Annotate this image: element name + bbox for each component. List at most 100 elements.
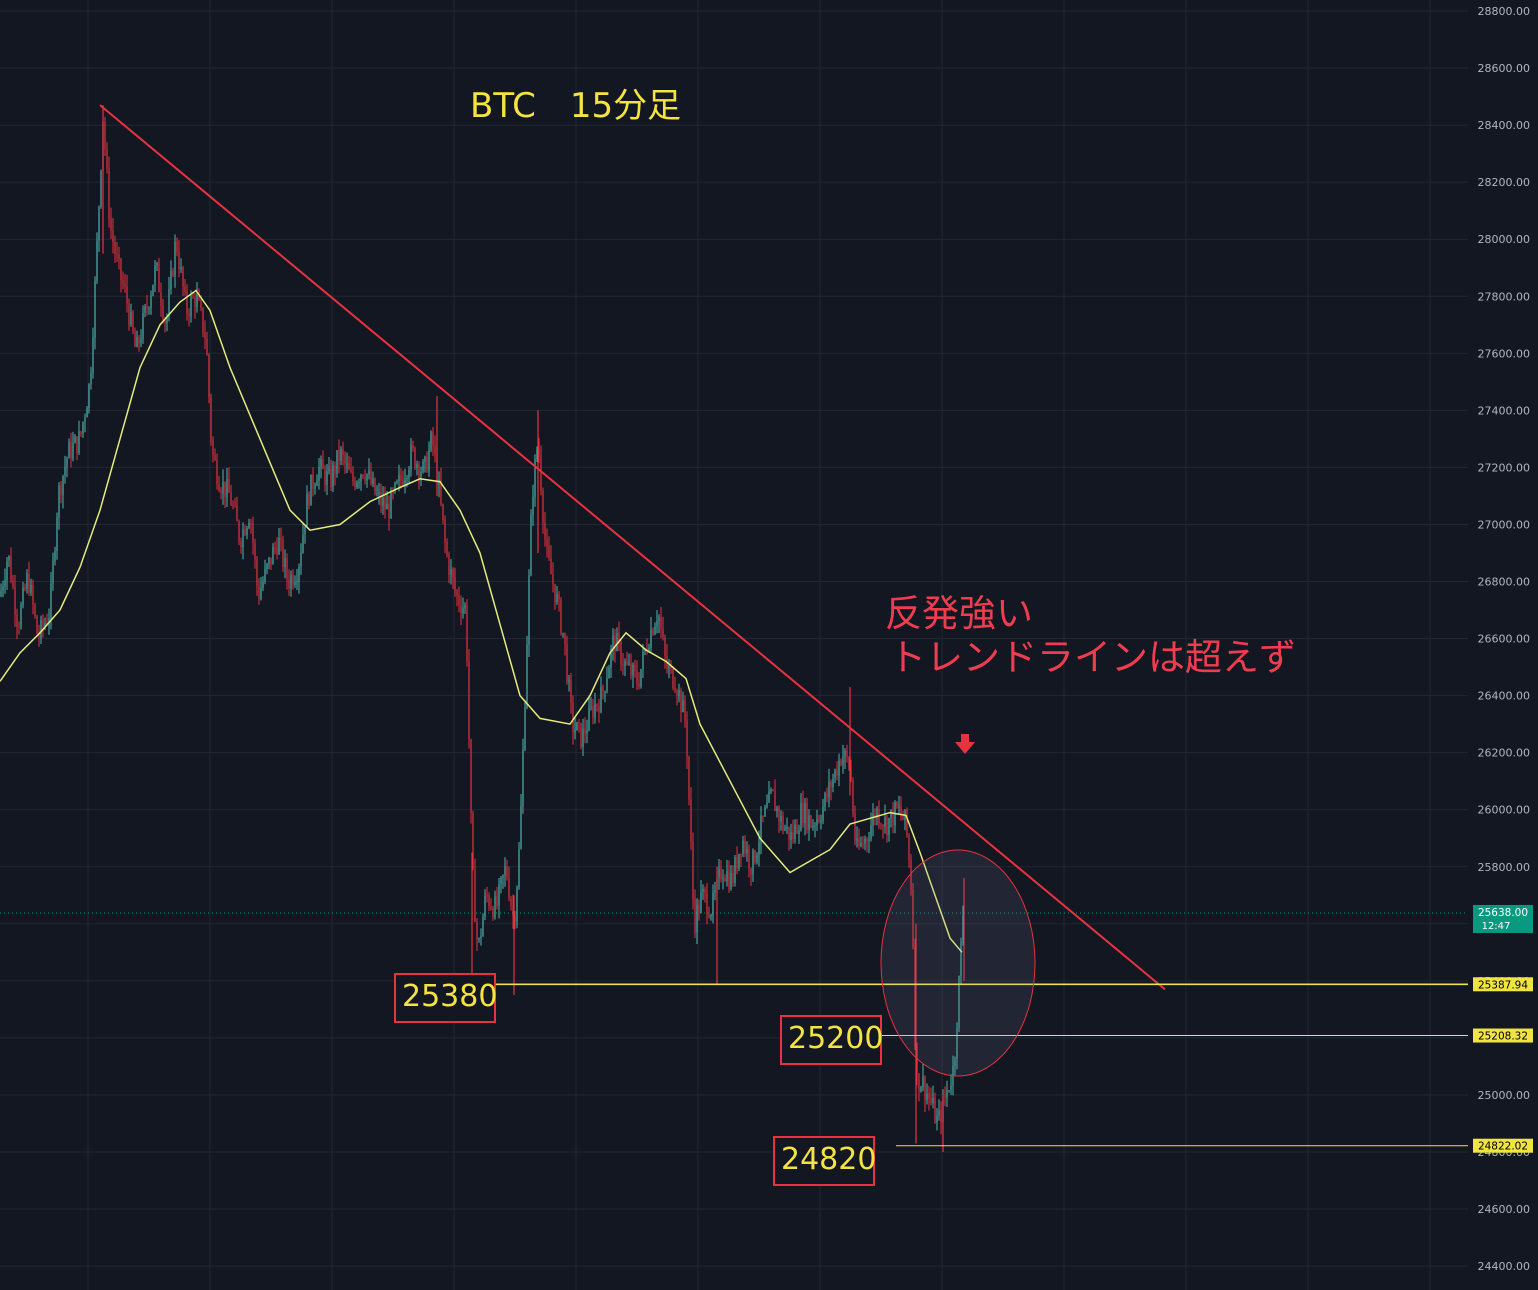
level-axis-tag bbox=[1473, 1138, 1533, 1153]
candle-body bbox=[202, 307, 204, 333]
candle-body bbox=[726, 871, 728, 882]
candle-body bbox=[122, 279, 124, 285]
chart-title: BTC 15分足 bbox=[470, 86, 682, 126]
candle-body bbox=[888, 818, 890, 835]
candle-body bbox=[46, 623, 48, 625]
candle-body bbox=[858, 838, 860, 846]
candle-body bbox=[650, 629, 652, 649]
candle-body bbox=[100, 170, 102, 207]
candle-body bbox=[334, 465, 336, 474]
candle-body bbox=[856, 838, 858, 841]
candle-body bbox=[372, 478, 374, 485]
current-price-label: 25638.00 bbox=[1478, 907, 1528, 919]
candle-body bbox=[304, 526, 306, 535]
candle-body bbox=[824, 793, 826, 807]
candle-body bbox=[694, 899, 696, 933]
candle-body bbox=[452, 569, 454, 579]
candle-body bbox=[188, 313, 190, 316]
candle-body bbox=[820, 821, 822, 823]
candle-body bbox=[924, 1076, 926, 1100]
candle-body bbox=[632, 664, 634, 677]
candle-body bbox=[800, 803, 802, 831]
level-axis-label: 25387.94 bbox=[1478, 979, 1528, 991]
candle-body bbox=[884, 817, 886, 827]
candlesticks bbox=[0, 105, 965, 1152]
candle-body bbox=[276, 547, 278, 554]
candle-body bbox=[418, 464, 420, 478]
candle-body bbox=[174, 242, 176, 276]
candle-body bbox=[66, 458, 68, 468]
price-axis[interactable]: 24400.0024600.0024800.0025000.0025200.00… bbox=[1468, 0, 1538, 1290]
candle-body bbox=[816, 818, 818, 826]
candle-body bbox=[58, 485, 60, 518]
candle-body bbox=[510, 898, 512, 907]
level-axis-tag bbox=[1473, 977, 1533, 992]
candle-body bbox=[526, 644, 528, 708]
candle-body bbox=[186, 291, 188, 314]
candle-body bbox=[368, 470, 370, 475]
candle-body bbox=[482, 916, 484, 937]
candle-body bbox=[466, 605, 468, 662]
candle-body bbox=[424, 456, 426, 462]
candle-body bbox=[76, 436, 78, 454]
candle-body bbox=[812, 825, 814, 828]
y-tick-label: 27600.00 bbox=[1478, 347, 1531, 360]
candle-body bbox=[566, 644, 568, 683]
candle-body bbox=[380, 492, 382, 506]
candle-body bbox=[486, 895, 488, 897]
candle-body bbox=[674, 687, 676, 692]
candle-body bbox=[730, 872, 732, 889]
candle-body bbox=[104, 121, 106, 150]
candle-body bbox=[296, 581, 298, 583]
candle-body bbox=[94, 280, 96, 338]
candle-body bbox=[886, 817, 888, 835]
candle-body bbox=[772, 789, 774, 792]
candle-body bbox=[740, 853, 742, 855]
level-label-24820: 24820 bbox=[773, 1136, 876, 1186]
candle-body bbox=[300, 552, 302, 567]
candle-body bbox=[910, 859, 912, 890]
candle-body bbox=[652, 629, 654, 635]
candle-body bbox=[362, 475, 364, 477]
candle-body bbox=[514, 916, 516, 923]
highlight-ellipse[interactable] bbox=[880, 849, 1036, 1077]
trendline[interactable] bbox=[99, 104, 1166, 991]
candle-body bbox=[64, 467, 66, 477]
candle-body bbox=[330, 468, 332, 488]
down-arrow-icon bbox=[955, 734, 975, 754]
candle-body bbox=[98, 206, 100, 241]
candle-body bbox=[762, 815, 764, 817]
candle-body bbox=[758, 842, 760, 855]
candle-body bbox=[488, 895, 490, 907]
candle-body bbox=[806, 802, 808, 830]
candle-body bbox=[388, 503, 390, 519]
candle-body bbox=[344, 455, 346, 464]
candle-body bbox=[828, 781, 830, 798]
candle-body bbox=[798, 830, 800, 834]
candle-body bbox=[892, 810, 894, 826]
candle-body bbox=[954, 1058, 956, 1066]
candle-body bbox=[902, 815, 904, 820]
candle-body bbox=[80, 431, 82, 434]
candle-body bbox=[386, 503, 388, 510]
candle-body bbox=[940, 1110, 942, 1123]
candle-body bbox=[156, 263, 158, 266]
candle-body bbox=[428, 449, 430, 472]
candle-body bbox=[866, 838, 868, 841]
candle-body bbox=[588, 707, 590, 731]
level-axis-tag bbox=[1473, 1028, 1533, 1043]
candle-body bbox=[700, 891, 702, 913]
candle-body bbox=[266, 564, 268, 569]
candle-body bbox=[960, 942, 962, 977]
annotation-line-1: 反発強い bbox=[885, 592, 1033, 635]
candle-body bbox=[478, 938, 480, 940]
candle-body bbox=[898, 806, 900, 808]
candle-body bbox=[234, 505, 236, 507]
candle-body bbox=[422, 461, 424, 472]
candle-body bbox=[878, 808, 880, 825]
candle-body bbox=[348, 463, 350, 470]
candle-body bbox=[264, 568, 266, 582]
candle-body bbox=[680, 689, 682, 713]
candle-body bbox=[236, 505, 238, 522]
